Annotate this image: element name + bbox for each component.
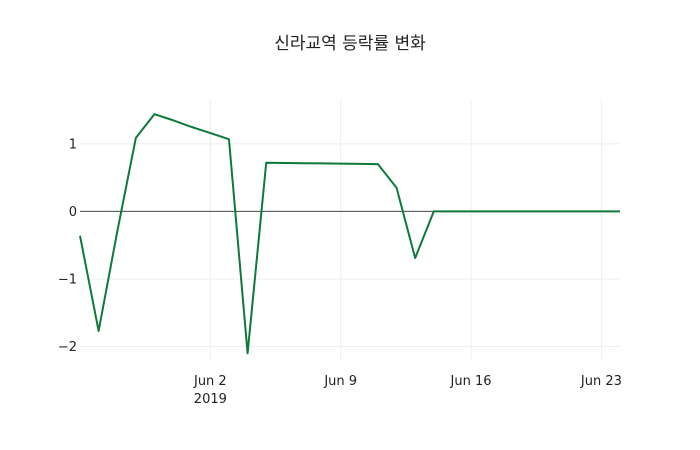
x-tick-sublabel: 2019: [194, 392, 227, 407]
y-tick-label: 1: [69, 137, 77, 152]
x-tick-label: Jun 16: [450, 374, 492, 389]
series-layer: [79, 113, 620, 355]
axes: Jun 2 2019 Jun 9 Jun 16 Jun 23 1 0 −1 −2: [58, 137, 622, 407]
y-tick-label: 0: [69, 205, 77, 220]
chart-title: 신라교역 등락률 변화: [274, 34, 426, 54]
grid: [80, 100, 620, 360]
series-line: [79, 113, 620, 355]
x-tick-label: Jun 9: [323, 374, 357, 389]
y-tick-label: −1: [58, 272, 77, 287]
y-tick-label: −2: [58, 340, 77, 355]
x-tick-label: Jun 2: [193, 374, 227, 389]
x-tick-label: Jun 23: [580, 374, 622, 389]
